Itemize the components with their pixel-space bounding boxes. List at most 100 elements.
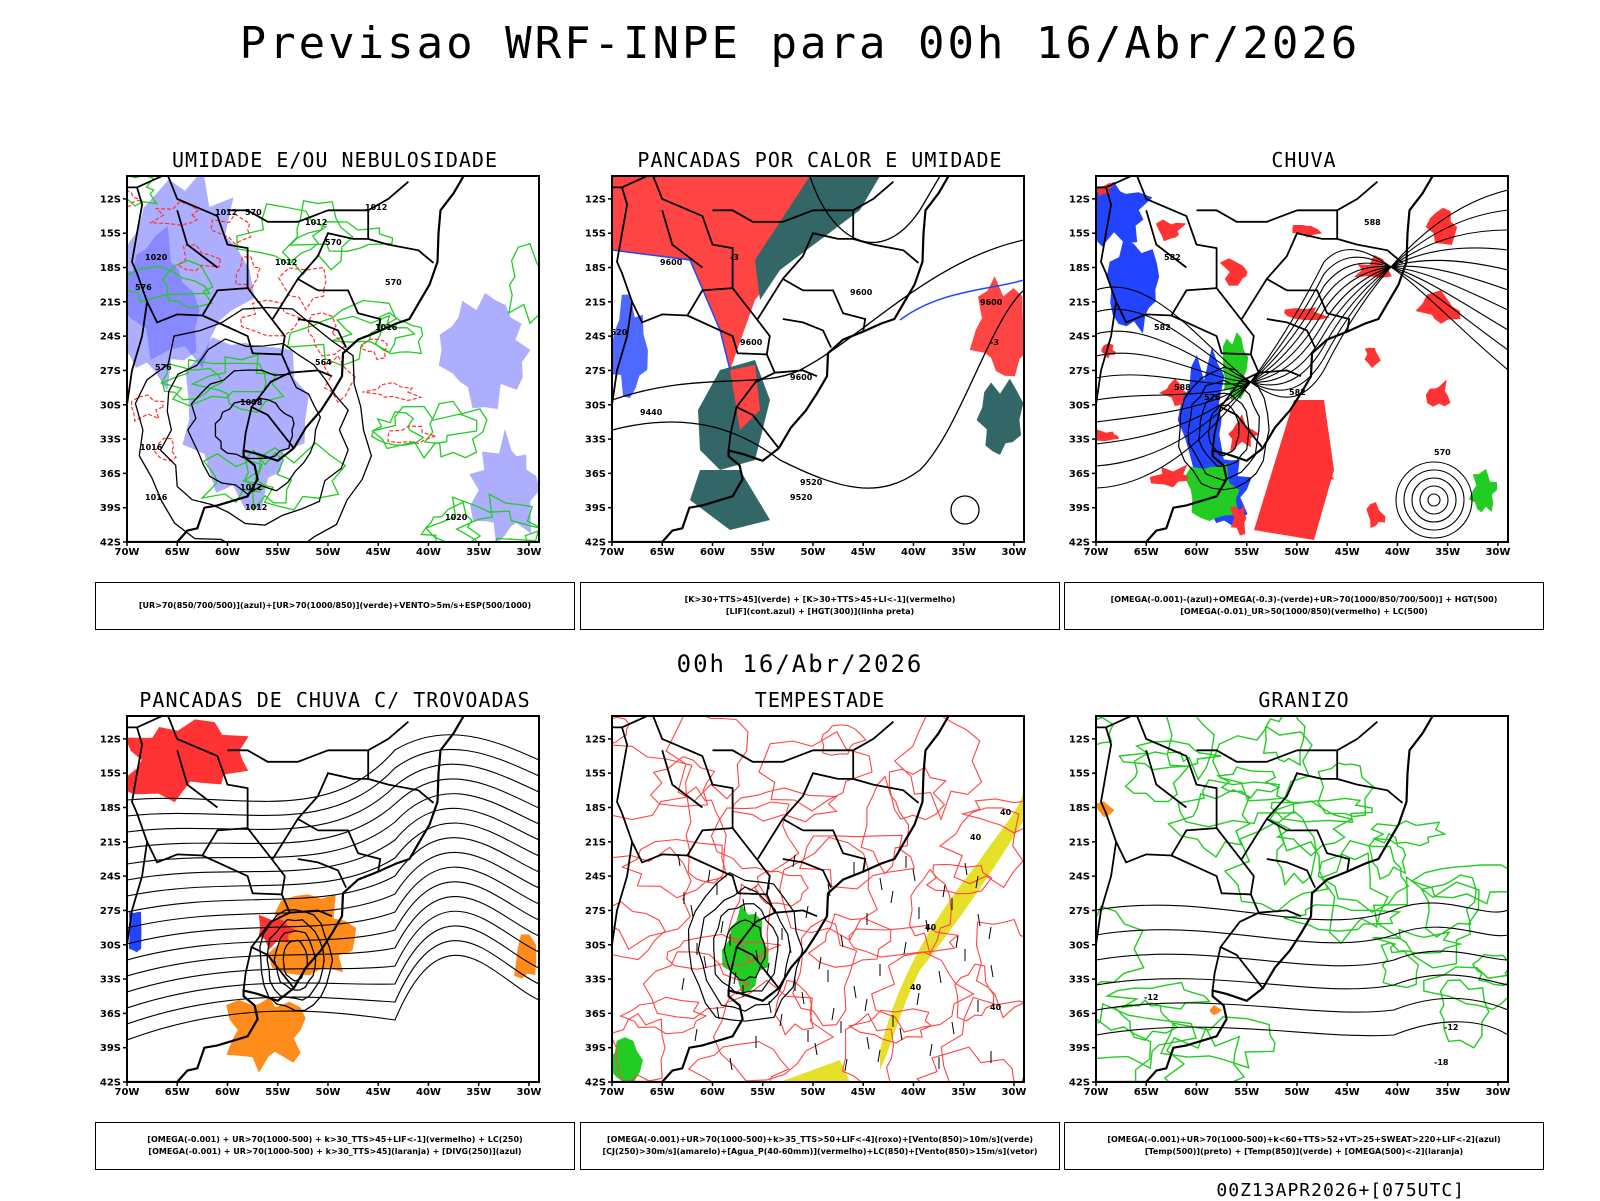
map-frame: 1012 1012 1012 1020 1012 1016 1008 1012 1016 1016… xyxy=(95,170,575,574)
map-svg: 9600 9600 9600 9520 9440 9600 9520 9600 9520 -3 -3… xyxy=(585,175,1026,558)
map-frame: 588 582 582 576 570 582 588 12S 15S 18S 21S 24S 27S 3… xyxy=(1064,170,1544,574)
lon-tick-label: 60W xyxy=(700,1087,725,1098)
legend-line: [LIF](cont.azul) + [HGT(300)](linha pret… xyxy=(725,607,915,616)
lon-tick-label: 70W xyxy=(1084,547,1109,558)
contour-label: 1012 xyxy=(275,258,297,267)
country-border xyxy=(616,187,733,324)
country-border xyxy=(1297,749,1404,804)
lat-tick-label: 15S xyxy=(1069,769,1090,780)
lon-tick-label: 65W xyxy=(165,547,190,558)
country-border xyxy=(661,750,703,809)
contour-label: 1008 xyxy=(240,398,263,407)
map-border xyxy=(611,715,1025,1083)
lat-tick-label: 18S xyxy=(100,263,121,274)
panel-title: CHUVA xyxy=(1271,148,1337,172)
contour-label: 9600 xyxy=(980,298,1003,307)
contour-label: 588 xyxy=(1364,218,1381,227)
contour-label: 570 xyxy=(385,278,402,287)
contour-label: 570 xyxy=(1434,448,1451,457)
country-border xyxy=(1145,210,1187,269)
map-frame: -12 -18 -12 12S 15S 18S 21S 24S 27S 30S 33S 36S 39S 4… xyxy=(1064,710,1544,1114)
country-border xyxy=(227,749,329,763)
contour-label: 576 xyxy=(135,283,152,292)
legend-line: [OMEGA(-0.001)-(azul)+OMEGA(-0.3)-(verde… xyxy=(1110,595,1498,604)
lat-tick-label: 39S xyxy=(100,503,121,514)
lon-tick-label: 30W xyxy=(1485,1087,1510,1098)
contour-label: 40 xyxy=(925,923,937,932)
country-border xyxy=(612,176,734,289)
contour-label: -3 xyxy=(730,253,739,262)
lat-tick-label: 42S xyxy=(1069,1078,1090,1089)
map-svg: 1012 1012 1012 1020 1012 1016 1008 1012 1016 1016… xyxy=(100,175,541,558)
map-border xyxy=(611,175,1025,543)
lon-tick-label: 60W xyxy=(215,1087,240,1098)
country-border xyxy=(774,369,818,378)
lat-tick-label: 24S xyxy=(585,872,606,883)
lat-tick-label: 39S xyxy=(1069,503,1090,514)
country-border xyxy=(1145,750,1187,809)
lon-tick-label: 45W xyxy=(851,1087,876,1098)
country-border xyxy=(242,946,253,991)
lon-tick-label: 60W xyxy=(1184,547,1209,558)
lat-tick-label: 42S xyxy=(1069,538,1090,549)
country-border xyxy=(802,289,867,332)
country-border xyxy=(712,209,814,223)
country-border xyxy=(1219,354,1264,449)
map-border xyxy=(1095,715,1509,1083)
coastline xyxy=(612,176,950,542)
contour-label: 9520 xyxy=(605,328,628,337)
country-border xyxy=(202,827,286,896)
lat-tick-label: 27S xyxy=(100,906,121,917)
page-title: Previsao WRF-INPE para 00h 16/Abr/2026 xyxy=(239,18,1361,69)
contour-label: 40 xyxy=(990,1003,1002,1012)
country-border xyxy=(1219,894,1264,989)
contour-label: 9600 xyxy=(790,373,813,382)
country-border xyxy=(297,772,369,820)
country-border xyxy=(612,841,633,952)
map-field-layer: 40 40 40 40 40 xyxy=(612,716,1024,1082)
lat-tick-label: 30S xyxy=(585,940,606,951)
country-border xyxy=(250,354,295,449)
lat-tick-label: 18S xyxy=(585,803,606,814)
lon-tick-label: 35W xyxy=(1435,1087,1460,1098)
lat-tick-label: 18S xyxy=(100,803,121,814)
country-border xyxy=(127,176,249,289)
run-info-label: 00Z13APR2026+[075UTC] xyxy=(1216,1180,1465,1201)
country-border xyxy=(127,841,148,952)
lon-tick-label: 50W xyxy=(315,547,340,558)
contour-label: -12 xyxy=(1144,993,1158,1002)
country-border xyxy=(1096,301,1117,412)
country-border xyxy=(328,209,435,264)
country-border xyxy=(612,301,633,412)
lat-tick-label: 33S xyxy=(1069,975,1090,986)
country-border xyxy=(852,721,894,752)
coastline xyxy=(1096,176,1434,542)
lat-tick-label: 24S xyxy=(1069,332,1090,343)
lat-tick-label: 21S xyxy=(585,837,606,848)
contour-label: -3 xyxy=(990,338,999,347)
contour-label: 576 xyxy=(155,363,172,372)
contour-label: 582 xyxy=(1289,388,1306,397)
lon-tick-label: 35W xyxy=(951,1087,976,1098)
lon-tick-label: 55W xyxy=(265,1087,290,1098)
panel-trovoadas: PANCADAS DE CHUVA C/ TROVOADAS 12S 15S 18S… xyxy=(95,688,575,1188)
map-field-layer: 588 582 582 576 570 582 588 xyxy=(1096,176,1508,542)
contour-label: 9520 xyxy=(800,478,823,487)
lon-tick-label: 70W xyxy=(115,1087,140,1098)
lon-tick-label: 50W xyxy=(1284,547,1309,558)
country-border xyxy=(813,749,920,804)
country-border xyxy=(1100,187,1217,324)
lat-tick-label: 21S xyxy=(100,297,121,308)
lat-tick-label: 36S xyxy=(585,469,606,480)
lat-tick-label: 33S xyxy=(1069,435,1090,446)
lon-tick-label: 30W xyxy=(516,547,541,558)
lat-tick-label: 30S xyxy=(1069,940,1090,951)
lon-tick-label: 55W xyxy=(1234,547,1259,558)
country-border xyxy=(1100,727,1217,864)
contour-label: 582 xyxy=(1164,253,1181,262)
lat-tick-label: 18S xyxy=(1069,803,1090,814)
country-border xyxy=(1096,716,1218,829)
lat-tick-label: 12S xyxy=(585,194,606,205)
legend-box: [OMEGA(-0.001)+UR>70(1000-500)+k<60+TTS>… xyxy=(1064,1122,1544,1170)
contour-label: 1016 xyxy=(140,443,163,452)
